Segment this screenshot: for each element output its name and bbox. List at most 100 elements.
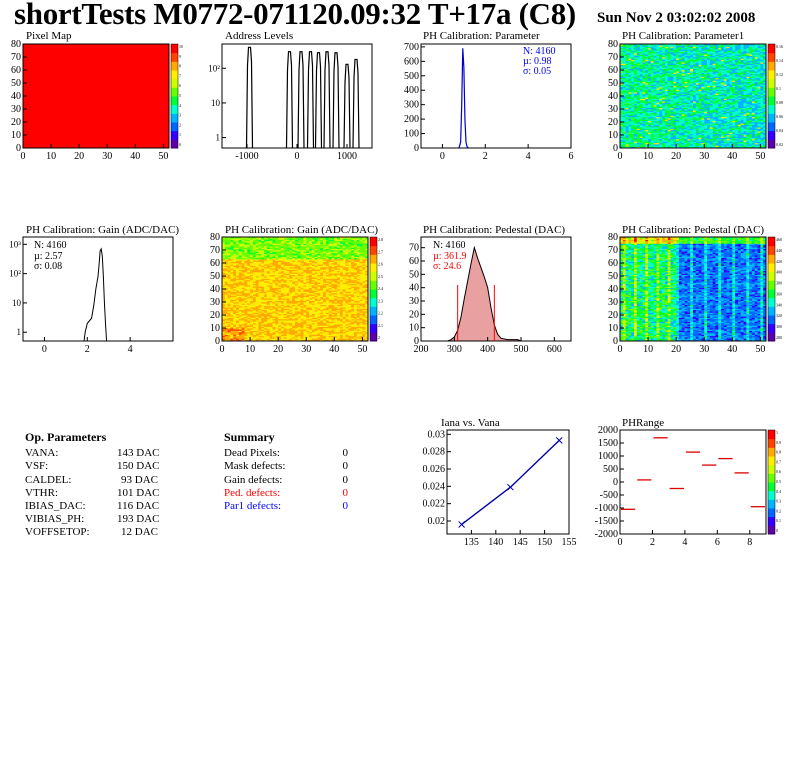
heatmap-cell	[642, 63, 646, 66]
heatmap-cell	[670, 97, 674, 99]
heatmap-cell	[636, 123, 640, 125]
heatmap-cell	[634, 66, 638, 68]
heatmap-cell	[662, 114, 666, 116]
heatmap-cell	[645, 131, 649, 133]
heatmap-cell	[645, 51, 649, 54]
heatmap-cell	[667, 137, 671, 140]
heatmap-cell	[659, 129, 663, 132]
heatmap-cell	[639, 63, 643, 66]
heatmap-cell	[650, 86, 654, 89]
heatmap-cell	[673, 133, 677, 136]
heatmap-cell	[673, 57, 677, 59]
heatmap-cell	[620, 57, 624, 59]
heatmap-cell	[645, 93, 649, 95]
address-peak	[323, 51, 331, 149]
heatmap-cell	[636, 47, 640, 50]
heatmap-cell	[676, 57, 680, 59]
heatmap-cell	[673, 60, 677, 63]
heatmap-cell	[653, 141, 657, 144]
heatmap-cell	[634, 94, 638, 97]
heatmap-cell	[656, 83, 660, 85]
heatmap-cell	[667, 103, 671, 106]
heatmap-cell	[681, 85, 685, 88]
heatmap-cell	[676, 136, 680, 138]
heatmap-cell	[648, 92, 652, 94]
heatmap-cell	[664, 111, 669, 114]
heatmap-cell	[648, 50, 652, 53]
heatmap-cell	[634, 70, 638, 72]
heatmap-cell	[642, 136, 646, 138]
heatmap-cell	[622, 102, 626, 105]
heatmap-cell	[622, 101, 626, 103]
heatmap-cell	[642, 114, 646, 116]
heatmap-cell	[673, 72, 677, 75]
heatmap-cell	[650, 46, 654, 49]
heatmap-cell	[648, 47, 652, 50]
heatmap-cell	[639, 94, 643, 97]
heatmap-cell	[648, 136, 652, 138]
heatmap-cell	[639, 50, 643, 53]
heatmap-cell	[667, 50, 671, 53]
heatmap-cell	[648, 110, 652, 112]
heatmap-cell	[634, 99, 638, 102]
x-tick-label: 1000	[337, 151, 357, 162]
heatmap-cell	[622, 83, 626, 85]
heatmap-cell	[634, 83, 638, 85]
heatmap-cell	[656, 73, 660, 76]
heatmap-cell	[656, 115, 660, 118]
heatmap-cell	[676, 127, 680, 129]
heatmap-cell	[650, 88, 654, 90]
heatmap-cell	[673, 135, 677, 137]
heatmap-cell	[639, 136, 643, 138]
heatmap-cell	[648, 140, 652, 142]
heatmap-cell	[678, 55, 683, 58]
heatmap-cell	[662, 129, 666, 132]
z-tick-label: 0.02	[776, 142, 783, 147]
z-tick-label: 3	[179, 113, 181, 118]
heatmap-cell	[625, 67, 629, 69]
page-title: shortTests M0772-071120.09:32 T+17a (C8)	[14, 0, 576, 31]
heatmap-cell	[656, 47, 660, 50]
heatmap-cell	[645, 86, 649, 89]
heatmap-cell	[664, 68, 669, 71]
heatmap-cell	[670, 51, 674, 54]
heatmap-cell	[631, 68, 635, 71]
heatmap-cell	[634, 67, 638, 69]
heatmap-cell	[684, 93, 688, 95]
heatmap-cell	[684, 92, 688, 94]
heatmap-cell	[650, 67, 654, 69]
heatmap-cell	[659, 124, 663, 127]
heatmap-cell	[678, 68, 683, 71]
heatmap-cell	[673, 96, 677, 98]
heatmap-cell	[636, 99, 640, 102]
heatmap-cell	[628, 135, 632, 137]
heatmap-cell	[681, 94, 685, 97]
heatmap-cell	[636, 105, 640, 107]
heatmap-cell	[639, 123, 643, 125]
heatmap-cell	[622, 120, 626, 123]
heatmap-cell	[620, 109, 624, 111]
heatmap-cell	[642, 50, 646, 53]
heatmap-cell	[631, 116, 635, 119]
heatmap-cell	[642, 70, 646, 72]
heatmap-cell	[639, 141, 643, 144]
heatmap-cell	[659, 101, 663, 103]
heatmap-cell	[673, 55, 677, 58]
heatmap-cell	[653, 84, 657, 86]
heatmap-cell	[678, 63, 683, 66]
heatmap-cell	[625, 77, 629, 80]
heatmap-cell	[648, 53, 652, 55]
heatmap-cell	[645, 124, 649, 127]
gain-histogram	[83, 247, 108, 342]
heatmap-cell	[659, 83, 663, 85]
heatmap-cell	[667, 68, 671, 71]
heatmap-cell	[662, 124, 666, 127]
heatmap-cell	[676, 79, 680, 81]
heatmap-cell	[659, 140, 663, 142]
heatmap-cell	[667, 119, 671, 121]
heatmap-cell	[622, 135, 626, 137]
heatmap-cell	[667, 102, 671, 105]
heatmap-cell	[642, 120, 646, 123]
heatmap-cell	[648, 71, 652, 73]
heatmap-cell	[676, 77, 680, 80]
